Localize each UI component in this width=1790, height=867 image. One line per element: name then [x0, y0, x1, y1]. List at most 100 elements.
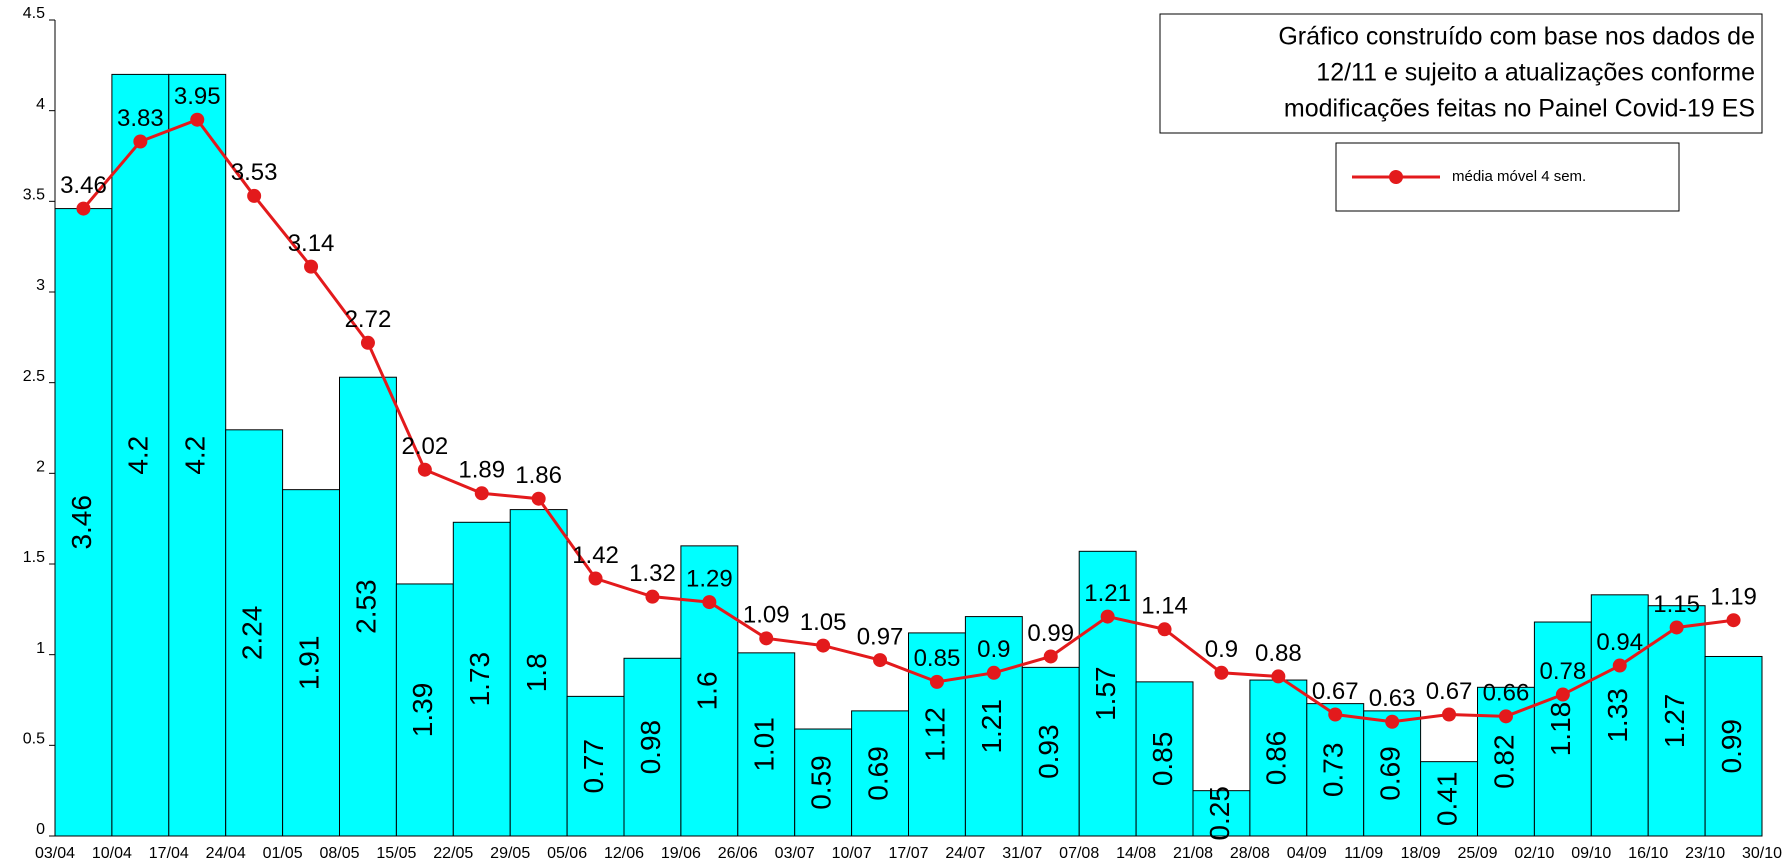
legend-label: média móvel 4 sem.	[1452, 168, 1586, 185]
line-marker	[1271, 669, 1286, 684]
x-tick-label: 10/04	[92, 845, 132, 862]
annotation: 12/11 e sujeito a atualizações conforme	[1316, 59, 1755, 87]
line-value-label: 0.94	[1596, 629, 1643, 656]
line-value-label: 0.63	[1369, 685, 1416, 712]
line-value-label: 3.83	[117, 105, 164, 132]
x-tick-label: 03/07	[775, 845, 815, 862]
bar-value-label: 1.39	[407, 683, 438, 738]
bar-value-label: 1.91	[293, 636, 324, 691]
line-marker	[304, 259, 319, 274]
line-marker	[247, 188, 262, 203]
line-value-label: 1.89	[458, 457, 505, 484]
x-tick-label: 14/08	[1116, 845, 1156, 862]
legend-marker	[1389, 170, 1403, 184]
line-marker	[531, 491, 546, 506]
bar	[1704, 655, 1763, 837]
line-marker	[1100, 609, 1115, 624]
line-marker	[1726, 613, 1741, 628]
bar	[1420, 761, 1478, 837]
bar-value-label: 1.33	[1602, 688, 1633, 743]
line-value-label: 0.88	[1255, 640, 1302, 667]
bar	[452, 521, 511, 837]
bar	[282, 489, 341, 837]
line-value-label: 0.9	[1205, 636, 1238, 663]
x-tick-label: 24/07	[945, 845, 985, 862]
line-marker	[588, 571, 603, 586]
x-tick-label: 03/04	[35, 845, 75, 862]
bar-value-label: 2.53	[350, 579, 381, 634]
line-value-label: 1.15	[1653, 591, 1700, 618]
y-tick-label: 2.5	[23, 368, 45, 385]
annotation: modificações feitas no Painel Covid-19 E…	[1284, 95, 1755, 123]
line-marker	[873, 653, 888, 668]
line-value-label: 0.85	[914, 645, 961, 672]
line-value-label: 3.14	[288, 230, 335, 257]
y-tick-label: 4.5	[23, 5, 45, 22]
bar-value-label: 0.82	[1488, 734, 1519, 789]
bar	[794, 728, 853, 837]
line-marker	[1442, 707, 1457, 722]
bar	[168, 73, 227, 837]
y-tick-label: 3	[36, 277, 45, 294]
bar-value-label: 0.41	[1431, 772, 1462, 827]
bar	[964, 616, 1023, 837]
line-marker	[1157, 622, 1172, 637]
bar-value-label: 0.73	[1318, 743, 1349, 798]
line-value-label: 1.21	[1084, 580, 1131, 607]
bar	[1078, 550, 1137, 837]
bar-value-label: 0.59	[806, 755, 837, 810]
y-tick-label: 4	[36, 96, 45, 113]
line-marker	[1385, 714, 1400, 729]
bar	[1306, 703, 1365, 837]
x-tick-label: 15/05	[376, 845, 416, 862]
bar-value-label: 1.6	[692, 671, 723, 710]
y-tick-label: 1	[36, 640, 45, 657]
x-tick-label: 24/04	[206, 845, 246, 862]
bar-value-label: 0.77	[578, 739, 609, 794]
bar-value-label: 0.85	[1147, 732, 1178, 787]
y-tick-label: 0	[36, 821, 45, 838]
bar-value-label: 0.25	[1204, 786, 1235, 841]
bar	[225, 429, 284, 837]
line-marker	[929, 674, 944, 689]
line-value-label: 1.29	[686, 565, 733, 592]
line-value-label: 3.46	[60, 172, 107, 199]
x-tick-label: 10/07	[832, 845, 872, 862]
line-value-label: 0.9	[977, 636, 1010, 663]
bar-value-label: 3.46	[66, 495, 97, 550]
line-marker	[759, 631, 774, 646]
bar-value-label: 1.73	[464, 652, 495, 707]
annotation: Gráfico construído com base nos dados de	[1278, 23, 1755, 51]
line-marker	[1669, 620, 1684, 635]
bar-value-label: 1.12	[919, 707, 950, 762]
bar	[111, 73, 170, 837]
x-tick-label: 05/06	[547, 845, 587, 862]
line-value-label: 2.72	[345, 306, 392, 333]
line-marker	[1498, 709, 1513, 724]
line-value-label: 0.99	[1027, 620, 1074, 647]
x-tick-label: 23/10	[1685, 845, 1725, 862]
line-marker	[816, 638, 831, 653]
line-value-label: 1.32	[629, 560, 676, 587]
x-tick-label: 21/08	[1173, 845, 1213, 862]
bar-value-label: 1.27	[1659, 694, 1690, 749]
x-tick-label: 01/05	[263, 845, 303, 862]
x-tick-label: 17/04	[149, 845, 189, 862]
bar	[1135, 681, 1194, 837]
bar-value-label: 0.99	[1716, 719, 1747, 774]
line-marker	[417, 462, 432, 477]
bar-value-label: 1.21	[976, 699, 1007, 754]
bar	[680, 545, 739, 837]
line-value-label: 0.67	[1312, 678, 1359, 705]
bar	[1533, 621, 1592, 837]
x-tick-label: 12/06	[604, 845, 644, 862]
x-tick-label: 09/10	[1571, 845, 1611, 862]
line-marker	[1214, 665, 1229, 680]
bar	[1021, 666, 1080, 837]
line-value-label: 0.78	[1539, 658, 1586, 685]
bar-value-label: 1.18	[1545, 702, 1576, 757]
bar	[54, 208, 113, 837]
bar-value-label: 1.01	[749, 717, 780, 772]
line	[82, 117, 1734, 724]
